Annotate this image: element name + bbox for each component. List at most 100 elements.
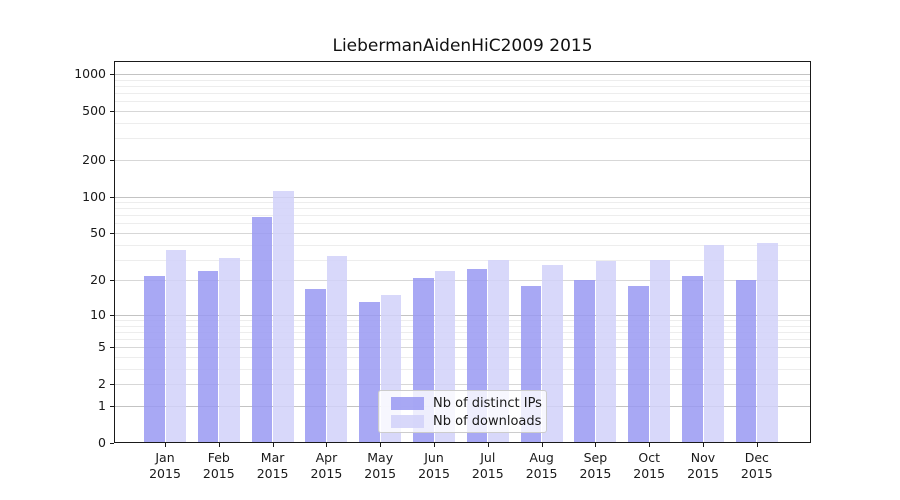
gridline-minor bbox=[114, 368, 811, 370]
gridline-minor bbox=[114, 215, 811, 217]
gridline-minor bbox=[114, 325, 811, 327]
legend: Nb of distinct IPs Nb of downloads bbox=[378, 390, 547, 433]
legend-item-distinct-ips: Nb of distinct IPs bbox=[391, 395, 546, 412]
y-tick-mark bbox=[110, 233, 114, 234]
x-tick-mark bbox=[703, 443, 704, 447]
x-tick-mark bbox=[487, 443, 489, 447]
gridline-tick bbox=[114, 159, 811, 161]
gridline-major bbox=[114, 73, 811, 75]
legend-label-downloads: Nb of downloads bbox=[433, 414, 542, 429]
gridline-minor bbox=[114, 339, 811, 341]
y-tick-mark bbox=[110, 347, 114, 349]
gridline-minor bbox=[114, 208, 811, 210]
axis-spine-top bbox=[114, 61, 811, 62]
y-tick-label: 5 bbox=[98, 339, 106, 355]
bar-nb-of-downloads-oct-2015 bbox=[649, 259, 671, 443]
gridline-minor bbox=[114, 138, 811, 140]
gridline-tick bbox=[114, 280, 811, 282]
y-tick-mark bbox=[110, 159, 114, 161]
chart-title: LiebermanAidenHiC2009 2015 bbox=[332, 36, 593, 56]
x-tick-label: Jul 2015 bbox=[471, 450, 504, 481]
legend-swatch-downloads bbox=[391, 415, 424, 428]
bar-nb-of-distinct-ips-apr-2015 bbox=[305, 288, 326, 443]
gridline-minor bbox=[114, 244, 811, 246]
gridline-tick bbox=[114, 347, 811, 349]
y-tick-label: 10 bbox=[90, 306, 106, 322]
y-tick-label: 1000 bbox=[74, 65, 106, 81]
gridline-tick bbox=[114, 110, 811, 112]
x-tick-label: Aug 2015 bbox=[525, 450, 558, 481]
y-tick-mark bbox=[110, 314, 114, 316]
legend-label-distinct-ips: Nb of distinct IPs bbox=[433, 396, 542, 411]
bar-nb-of-distinct-ips-dec-2015 bbox=[735, 280, 757, 443]
x-tick-mark bbox=[595, 443, 597, 447]
x-tick-mark bbox=[434, 443, 435, 447]
bar-nb-of-distinct-ips-may-2015 bbox=[359, 302, 380, 443]
x-tick-label: Feb 2015 bbox=[202, 450, 235, 481]
x-tick-label: Jan 2015 bbox=[149, 450, 181, 481]
legend-swatch-distinct-ips bbox=[391, 397, 424, 410]
x-tick-label: Mar 2015 bbox=[256, 450, 289, 481]
plot-area bbox=[114, 61, 811, 443]
x-tick-label: May 2015 bbox=[364, 450, 397, 481]
y-tick-label: 200 bbox=[82, 151, 106, 167]
x-tick-mark bbox=[326, 443, 328, 447]
gridline-tick bbox=[114, 384, 811, 386]
gridline-tick bbox=[114, 233, 811, 234]
bar-nb-of-distinct-ips-mar-2015 bbox=[251, 216, 273, 443]
y-tick-mark bbox=[110, 73, 114, 75]
y-tick-label: 20 bbox=[90, 272, 106, 288]
gridline-minor bbox=[114, 101, 811, 103]
axis-spine-bottom bbox=[114, 442, 811, 443]
gridline-major bbox=[114, 314, 811, 316]
x-tick-mark bbox=[380, 443, 382, 447]
axis-spine-left bbox=[114, 61, 115, 443]
x-tick-label: Apr 2015 bbox=[310, 450, 343, 481]
y-tick-label: 100 bbox=[82, 188, 106, 204]
y-tick-mark bbox=[110, 110, 114, 112]
y-tick-label: 1 bbox=[98, 398, 106, 413]
axis-spine-right bbox=[810, 61, 811, 443]
x-tick-mark bbox=[218, 443, 220, 447]
x-tick-label: Dec 2015 bbox=[740, 450, 773, 481]
gridline-minor bbox=[114, 93, 811, 94]
bar-nb-of-downloads-dec-2015 bbox=[757, 243, 778, 443]
y-tick-mark bbox=[110, 196, 114, 198]
y-tick-label: 50 bbox=[90, 225, 106, 240]
gridline-minor bbox=[114, 223, 811, 225]
bar-nb-of-downloads-nov-2015 bbox=[703, 244, 724, 443]
bar-nb-of-downloads-feb-2015 bbox=[219, 257, 240, 443]
bar-nb-of-distinct-ips-nov-2015 bbox=[682, 275, 703, 443]
x-tick-label: Oct 2015 bbox=[633, 450, 666, 481]
y-tick-mark bbox=[110, 384, 114, 386]
gridline-minor bbox=[114, 320, 811, 321]
y-tick-mark bbox=[110, 443, 114, 444]
legend-item-downloads: Nb of downloads bbox=[391, 413, 546, 430]
gridline-minor bbox=[114, 122, 811, 124]
gridline-minor bbox=[114, 331, 811, 333]
bar-nb-of-downloads-jan-2015 bbox=[165, 250, 186, 443]
y-tick-mark bbox=[110, 280, 114, 282]
y-tick-label: 0 bbox=[98, 435, 106, 450]
x-tick-mark bbox=[756, 443, 758, 447]
bar-nb-of-distinct-ips-sep-2015 bbox=[574, 280, 595, 443]
gridline-minor bbox=[114, 357, 811, 358]
x-tick-label: Jun 2015 bbox=[418, 450, 450, 481]
bar-nb-of-distinct-ips-jan-2015 bbox=[144, 275, 165, 443]
x-tick-label: Nov 2015 bbox=[687, 450, 719, 481]
bar-nb-of-distinct-ips-feb-2015 bbox=[197, 271, 219, 443]
gridline-minor bbox=[114, 79, 811, 81]
gridline-minor bbox=[114, 202, 811, 203]
x-tick-mark bbox=[272, 443, 274, 447]
y-tick-label: 2 bbox=[98, 376, 106, 392]
bar-nb-of-distinct-ips-oct-2015 bbox=[628, 285, 649, 443]
bar-nb-of-downloads-apr-2015 bbox=[326, 256, 348, 443]
x-tick-label: Sep 2015 bbox=[579, 450, 612, 481]
bar-nb-of-downloads-sep-2015 bbox=[595, 261, 617, 443]
x-tick-mark bbox=[165, 443, 166, 447]
gridline-major bbox=[114, 196, 811, 198]
y-tick-mark bbox=[110, 406, 114, 407]
bar-nb-of-downloads-aug-2015 bbox=[542, 265, 563, 443]
bar-nb-of-downloads-mar-2015 bbox=[273, 191, 294, 443]
